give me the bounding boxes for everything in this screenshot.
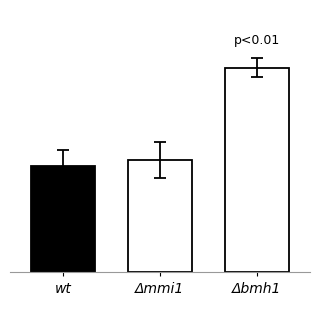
Bar [226,68,289,272]
Bar [128,160,192,272]
Bar [31,165,94,272]
Text: p<0.01: p<0.01 [234,34,280,47]
